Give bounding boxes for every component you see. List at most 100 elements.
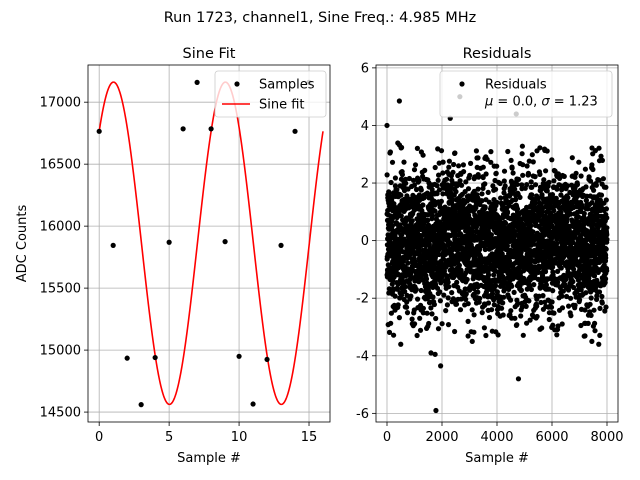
residual-point	[572, 302, 578, 308]
residual-point	[451, 161, 457, 168]
residual-point	[554, 332, 560, 338]
residual-point	[429, 213, 436, 219]
residual-point	[548, 304, 555, 310]
residual-point	[519, 304, 525, 310]
residual-point	[593, 182, 600, 188]
residual-point	[456, 262, 462, 268]
residual-point	[483, 332, 489, 339]
sample-point	[292, 128, 298, 134]
residual-point	[499, 251, 505, 257]
residual-point	[599, 157, 606, 163]
residual-point	[445, 279, 451, 285]
residual-point	[389, 159, 396, 165]
residual-point	[571, 284, 577, 291]
residual-point	[388, 310, 394, 316]
residual-point	[409, 218, 415, 224]
residual-point	[583, 197, 590, 204]
sample-point	[208, 126, 214, 132]
residual-point	[483, 171, 489, 177]
residual-point	[583, 290, 589, 296]
residual-point	[512, 315, 518, 321]
residual-point	[389, 281, 395, 287]
residual-point	[566, 303, 572, 309]
sample-point	[180, 126, 186, 132]
residual-point	[412, 321, 418, 327]
residual-point	[420, 202, 426, 208]
residual-outlier-point	[589, 338, 595, 344]
residual-point	[446, 284, 452, 290]
legend-label-samples: Samples	[259, 78, 315, 93]
residual-point	[532, 174, 538, 180]
residual-point	[413, 186, 420, 193]
residual-point	[384, 172, 390, 178]
residual-point	[574, 182, 581, 188]
residual-point	[481, 325, 487, 331]
residual-point	[596, 177, 602, 183]
residual-point	[441, 292, 447, 298]
residual-point	[389, 218, 395, 224]
residual-point	[549, 192, 556, 198]
residual-point	[435, 326, 442, 332]
residual-point	[482, 246, 488, 253]
residual-point	[590, 166, 596, 173]
residual-point	[477, 295, 483, 301]
residual-point	[518, 313, 524, 319]
residual-point	[514, 322, 520, 328]
residual-point	[494, 289, 500, 295]
residual-point	[533, 182, 539, 188]
legend-box	[214, 70, 327, 118]
residual-point	[527, 317, 533, 323]
residual-point	[465, 254, 471, 260]
residual-point	[404, 304, 410, 310]
residual-point	[501, 190, 507, 196]
residual-point	[396, 253, 402, 260]
residual-point	[520, 162, 526, 168]
residual-point	[558, 192, 564, 198]
residual-point	[453, 189, 459, 195]
residual-point	[476, 174, 482, 180]
residual-point	[539, 325, 545, 331]
residual-point	[537, 145, 543, 151]
residual-point	[436, 187, 443, 193]
residual-point	[524, 163, 530, 169]
residual-point	[438, 198, 444, 204]
residual-point	[582, 307, 588, 313]
residual-point	[486, 314, 493, 321]
residual-point	[529, 184, 535, 190]
residual-point	[425, 212, 431, 218]
residual-point	[495, 332, 501, 338]
residual-point	[568, 211, 574, 217]
residual-point	[523, 303, 529, 309]
residual-point	[404, 292, 410, 298]
residual-point	[578, 322, 584, 329]
residual-point	[520, 172, 526, 178]
y-tick-label: -6	[356, 407, 369, 422]
residual-point	[453, 301, 460, 307]
residual-point	[604, 268, 610, 274]
residual-point	[599, 300, 605, 306]
residual-point	[452, 150, 458, 156]
residual-point	[586, 263, 592, 269]
residual-point	[434, 183, 440, 189]
residual-point	[592, 320, 598, 326]
residual-point	[437, 298, 443, 304]
residual-point	[441, 242, 447, 249]
residual-point	[588, 212, 594, 218]
residual-point	[493, 170, 499, 176]
residual-point	[573, 294, 579, 300]
residual-point	[388, 320, 394, 326]
residual-point	[543, 168, 549, 174]
subplot-title: Sine Fit	[183, 46, 236, 62]
residual-point	[603, 304, 609, 310]
sample-point	[278, 242, 284, 248]
residual-point	[536, 265, 542, 271]
residual-point	[530, 229, 536, 235]
residual-point	[600, 176, 607, 182]
legend: Residuals μ = 0.0, σ = 1.23	[439, 70, 613, 118]
residual-point	[484, 156, 490, 162]
residual-point	[572, 174, 578, 180]
residual-point	[570, 279, 576, 285]
y-tick-label: -2	[356, 292, 369, 307]
residual-point	[418, 287, 424, 294]
residual-point	[532, 200, 538, 206]
